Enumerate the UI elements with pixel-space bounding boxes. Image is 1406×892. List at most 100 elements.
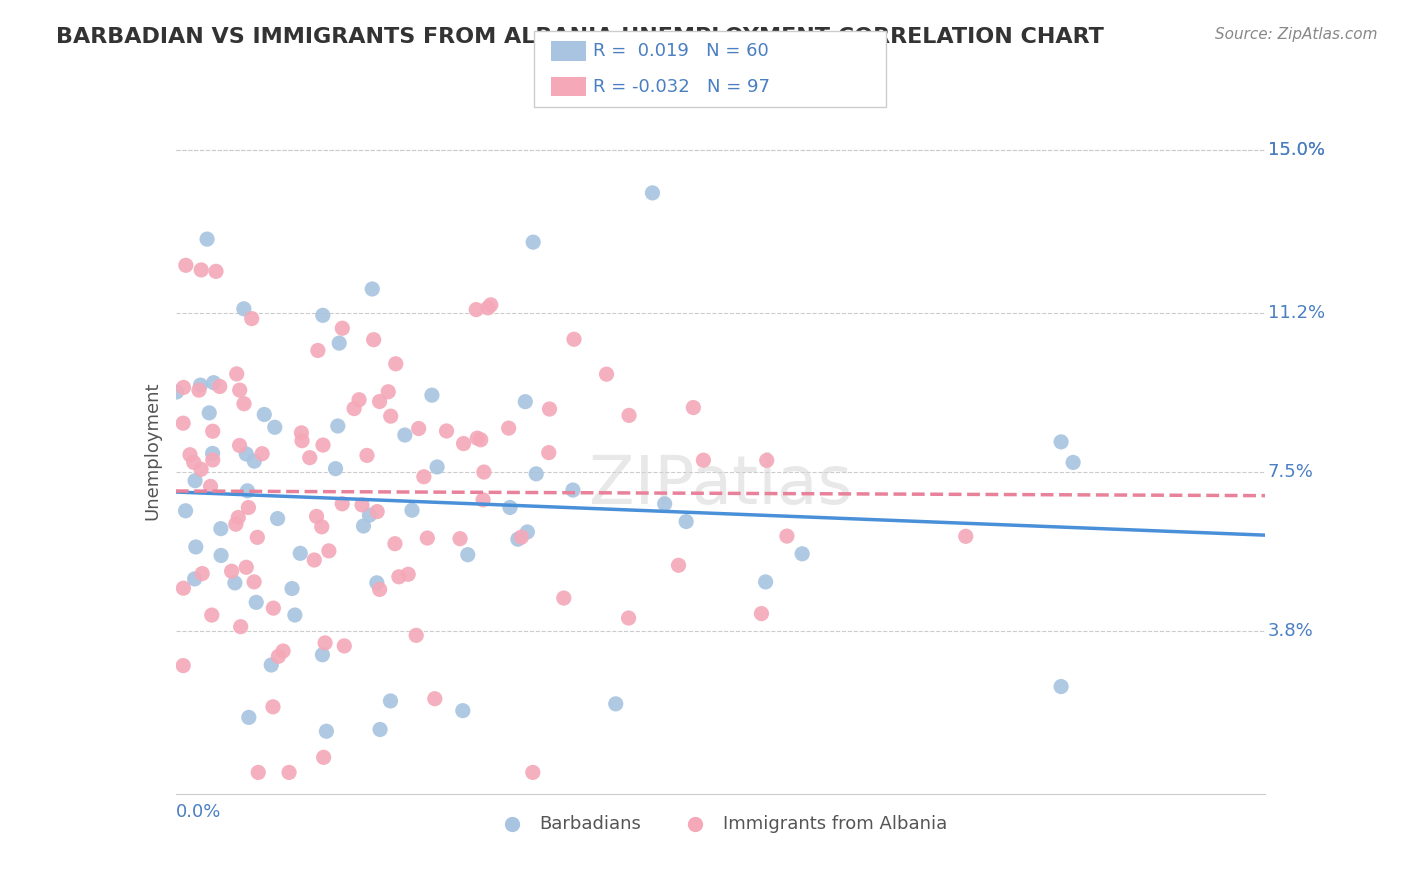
Text: BARBADIAN VS IMMIGRANTS FROM ALBANIA UNEMPLOYMENT CORRELATION CHART: BARBADIAN VS IMMIGRANTS FROM ALBANIA UNE… — [56, 27, 1104, 46]
Point — [201, 424, 224, 438]
Point — [198, 406, 221, 420]
Point — [228, 383, 250, 397]
Point — [205, 264, 228, 278]
Point — [263, 420, 285, 434]
Point — [235, 447, 257, 461]
Point — [307, 343, 329, 358]
Point — [225, 517, 247, 532]
Point — [380, 694, 402, 708]
Point — [172, 658, 194, 673]
Point — [394, 428, 416, 442]
Point — [262, 699, 284, 714]
Point — [195, 232, 218, 246]
Point — [472, 492, 495, 507]
Point — [284, 607, 307, 622]
Point — [266, 511, 288, 525]
Point — [208, 379, 231, 393]
Point — [472, 465, 495, 479]
Point — [675, 515, 697, 529]
Point — [388, 570, 411, 584]
Point — [315, 724, 337, 739]
Point — [190, 378, 212, 392]
Point — [232, 301, 254, 316]
Point — [183, 455, 205, 469]
Point — [172, 581, 194, 595]
Point — [245, 595, 267, 609]
Point — [267, 649, 290, 664]
Point — [225, 367, 247, 381]
Point — [298, 450, 321, 465]
Point — [347, 392, 370, 407]
Point — [380, 409, 402, 424]
Text: 15.0%: 15.0% — [1268, 141, 1324, 159]
Point — [290, 425, 312, 440]
Point — [172, 416, 194, 430]
Point — [449, 532, 471, 546]
Text: Source: ZipAtlas.com: Source: ZipAtlas.com — [1215, 27, 1378, 42]
Point — [243, 574, 266, 589]
Point — [506, 532, 529, 546]
Point — [561, 483, 583, 497]
Point — [278, 765, 301, 780]
Point — [201, 453, 224, 467]
Point — [174, 258, 197, 272]
Point — [477, 301, 499, 315]
Point — [408, 421, 430, 435]
Point — [190, 263, 212, 277]
Point — [226, 510, 249, 524]
Point — [343, 401, 366, 416]
Point — [312, 438, 335, 452]
Point — [174, 504, 197, 518]
Point — [350, 498, 373, 512]
Text: 11.2%: 11.2% — [1268, 304, 1324, 322]
Text: ZIPatlas: ZIPatlas — [589, 452, 852, 517]
Point — [755, 574, 778, 589]
Point — [465, 302, 488, 317]
Point — [247, 765, 270, 780]
Point — [384, 537, 406, 551]
Point — [361, 282, 384, 296]
Point — [290, 546, 312, 560]
Point — [453, 436, 475, 450]
Point — [524, 467, 547, 481]
Point — [271, 644, 294, 658]
Point — [359, 508, 381, 522]
Text: 0.0%: 0.0% — [176, 803, 221, 821]
Point — [183, 572, 205, 586]
Point — [250, 447, 273, 461]
Point — [396, 567, 419, 582]
Point — [328, 336, 350, 351]
Point — [499, 500, 522, 515]
Point — [201, 608, 224, 623]
Text: 7.5%: 7.5% — [1268, 463, 1313, 481]
Point — [330, 497, 353, 511]
Point — [166, 384, 188, 399]
Point — [191, 566, 214, 581]
Point — [314, 636, 336, 650]
Point — [436, 424, 458, 438]
Point — [188, 383, 211, 397]
Point — [751, 607, 773, 621]
Point — [243, 454, 266, 468]
Point — [281, 582, 304, 596]
Point — [353, 519, 375, 533]
Legend: Barbadians, Immigrants from Albania: Barbadians, Immigrants from Albania — [486, 807, 955, 839]
Point — [384, 357, 406, 371]
Text: 15.0%: 15.0% — [1268, 141, 1324, 159]
Point — [363, 333, 385, 347]
Point — [209, 549, 232, 563]
Text: R =  0.019   N = 60: R = 0.019 N = 60 — [593, 42, 769, 60]
Point — [1050, 434, 1073, 449]
Point — [401, 503, 423, 517]
Point — [233, 397, 256, 411]
Point — [326, 419, 349, 434]
Point — [224, 575, 246, 590]
Point — [368, 582, 391, 597]
Point — [202, 376, 225, 390]
Point — [416, 531, 439, 545]
Point — [617, 409, 640, 423]
Point — [692, 453, 714, 467]
Point — [617, 611, 640, 625]
Point — [405, 628, 427, 642]
Point — [498, 421, 520, 435]
